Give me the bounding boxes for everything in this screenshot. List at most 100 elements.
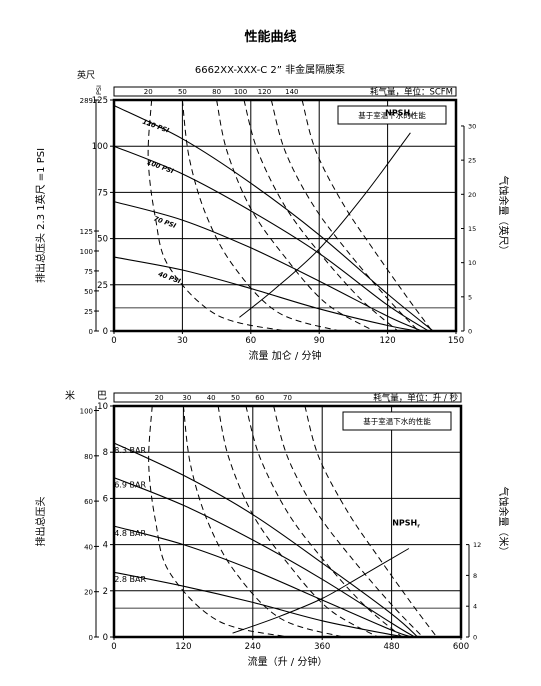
- chart-title: 6662XX-XXX-C 2” 非金属隔膜泵: [195, 63, 345, 76]
- npsh-tick-label: 0: [468, 328, 472, 336]
- series-label: 100 PSI: [146, 158, 175, 175]
- note-text: 基于室温下水的性能: [363, 416, 431, 426]
- air-consumption-curve: [270, 99, 419, 332]
- air-consumption-curve: [273, 405, 424, 638]
- y-tick-label: 2: [103, 587, 108, 597]
- meter-unit-label: 米: [65, 389, 75, 402]
- x-tick-label: 60: [245, 336, 256, 346]
- npsh-curve: [239, 132, 411, 318]
- npsh-tick-label: 20: [468, 191, 476, 199]
- plot-border: [112, 98, 458, 333]
- m-tick-label: 20: [84, 589, 93, 597]
- psi-tick-label: 50: [84, 288, 93, 296]
- npsh-tick-label: 12: [473, 541, 481, 549]
- y-axis-label: 排出总压头 2.3 1英尺 =1 PSI: [34, 148, 47, 283]
- x-tick-label: 360: [314, 642, 330, 652]
- y-tick-label: 75: [97, 188, 108, 198]
- top-tick-label: 40: [207, 394, 216, 402]
- m-tick-label: 40: [84, 543, 93, 551]
- npsh-label: NPSHr: [385, 109, 413, 120]
- psi-tick-label: 0: [89, 328, 93, 336]
- y-tick-label: 0: [103, 633, 108, 643]
- head-curve: [113, 571, 409, 638]
- x-axis-label: 流量（升 / 分钟）: [248, 655, 328, 668]
- top-tick-label: 80: [212, 88, 221, 96]
- npsh-curve: [232, 548, 410, 634]
- psi-tick-label: 25: [84, 308, 93, 316]
- air-consumption-curve: [148, 405, 288, 638]
- npsh-tick-label: 30: [468, 122, 476, 130]
- npsh-tick-label: 5: [468, 293, 472, 301]
- note-text: 基于室温下水的性能: [358, 110, 426, 120]
- top-tick-label: 60: [255, 394, 264, 402]
- air-consumption-curve: [243, 99, 399, 332]
- y-axis-label: 排出总压头: [34, 497, 47, 547]
- top-tick-label: 50: [231, 394, 240, 402]
- series-label: 120 PSI: [141, 118, 170, 135]
- y-tick-label: 25: [97, 281, 108, 291]
- x-tick-label: 480: [383, 642, 399, 652]
- psi-unit-label: PSI: [95, 85, 103, 95]
- top-axis-label: 耗气量，单位：升 / 秒: [373, 393, 458, 404]
- npsh-tick-label: 25: [468, 157, 476, 165]
- plot-border: [112, 404, 463, 639]
- air-consumption-curve: [147, 99, 286, 332]
- series-label: 2.8 BAR: [114, 575, 146, 584]
- top-tick-label: 120: [258, 88, 271, 96]
- psi-tick-label: 125: [80, 228, 93, 236]
- y-tick-label: 100: [92, 142, 108, 152]
- air-consumption-curve: [182, 405, 344, 638]
- m-tick-label: 80: [84, 453, 93, 461]
- head-curve: [113, 105, 434, 332]
- npsh-tick-label: 10: [468, 259, 476, 267]
- y-tick-label: 125: [92, 96, 108, 106]
- psi-tick-label: 289: [80, 97, 93, 105]
- npsh-subscript: r: [410, 114, 413, 120]
- m-tick-label: 100: [80, 408, 93, 416]
- air-consumption-curve: [301, 99, 433, 332]
- npsh-label: NPSHr: [392, 518, 420, 529]
- series-label: 6.9 BAR: [114, 480, 146, 489]
- air-consumption-curve: [181, 99, 340, 332]
- top-tick-label: 140: [285, 88, 298, 96]
- feet-unit-label: 英尺: [77, 69, 95, 81]
- head-curve: [113, 201, 423, 332]
- head-curve: [113, 256, 418, 332]
- top-tick-label: 20: [155, 394, 164, 402]
- y-tick-label: 50: [97, 235, 108, 245]
- y-tick-label: 8: [103, 448, 108, 458]
- x-tick-label: 120: [379, 336, 395, 346]
- head-curve: [113, 442, 418, 638]
- x-tick-label: 90: [314, 336, 325, 346]
- y-tick-label: 6: [103, 494, 108, 504]
- npsh-subscript: r: [417, 523, 420, 529]
- x-tick-label: 30: [177, 336, 188, 346]
- x-axis-label: 流量 加仑 / 分钟: [249, 349, 322, 362]
- note-box: [337, 105, 447, 125]
- x-tick-label: 240: [245, 642, 261, 652]
- note-box: [342, 411, 452, 431]
- top-tick-label: 30: [182, 394, 191, 402]
- top-tick-label: 50: [178, 88, 187, 96]
- y-tick-label: 10: [97, 402, 108, 412]
- air-consumption-curve: [217, 405, 378, 638]
- head-curve: [113, 525, 412, 638]
- y-tick-label: 0: [103, 327, 108, 337]
- psi-tick-label: 75: [84, 268, 93, 276]
- series-label: 4.8 BAR: [114, 529, 146, 538]
- top-axis-label: 耗气量，单位：SCFM: [370, 87, 453, 98]
- top-tick-label: 70: [283, 394, 292, 402]
- series-label: 40 PSI: [157, 270, 182, 286]
- air-consumption-curve: [304, 405, 438, 638]
- top-axis-band: [113, 86, 457, 97]
- y-tick-label: 4: [103, 541, 108, 551]
- npsh-tick-label: 0: [473, 634, 477, 642]
- top-tick-label: 20: [144, 88, 153, 96]
- head-curve: [113, 477, 415, 638]
- bar-unit-label: 巴: [97, 390, 107, 402]
- right-axis-label: 气蚀余量（英尺）: [497, 176, 510, 256]
- npsh-tick-label: 8: [473, 572, 477, 580]
- npsh-tick-label: 4: [473, 603, 477, 611]
- top-tick-label: 100: [234, 88, 247, 96]
